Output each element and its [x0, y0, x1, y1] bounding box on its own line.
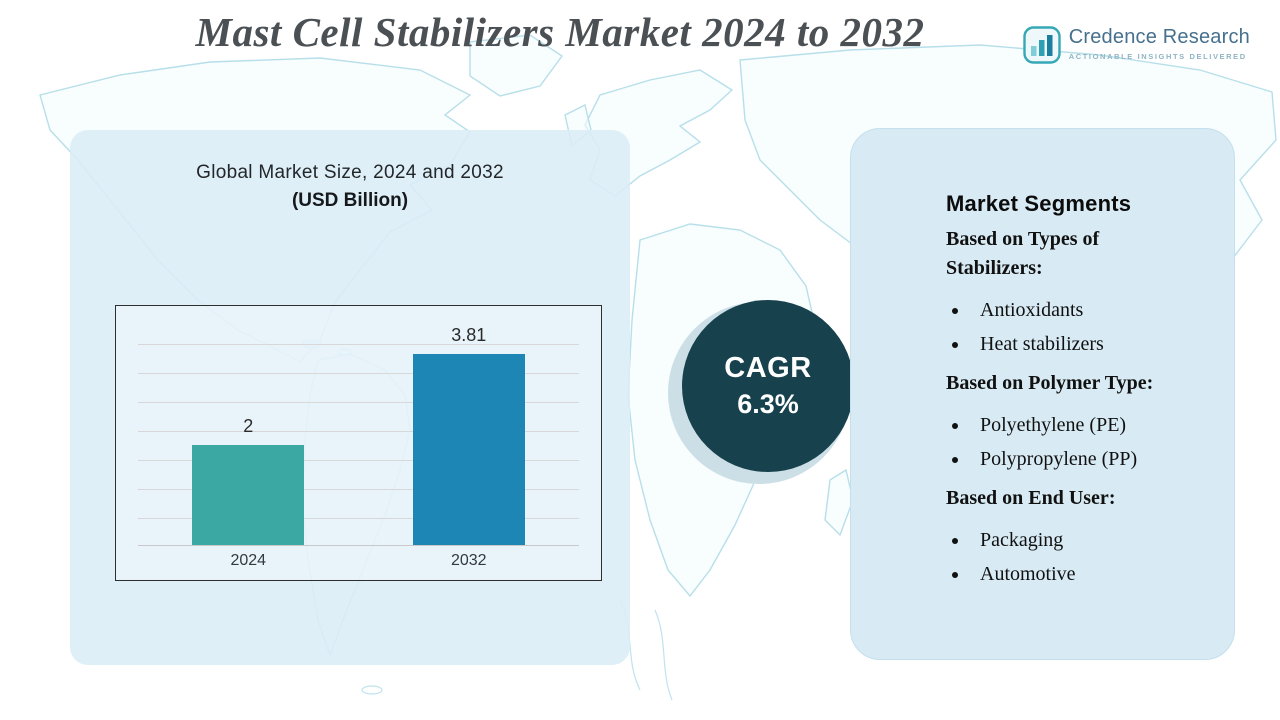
segment-list: Polyethylene (PE)Polypropylene (PP) — [946, 408, 1194, 476]
bar-2024 — [192, 445, 305, 545]
segment-group-title: Based on Polymer Type: — [946, 372, 1154, 394]
bar-2032 — [412, 354, 525, 545]
segment-group-title: Based on Types of Stabilizers: — [946, 228, 1100, 279]
map-greenland — [469, 34, 564, 97]
market-size-panel: Global Market Size, 2024 and 2032 (USD B… — [70, 130, 630, 665]
bar-value-label: 3.81 — [451, 325, 487, 345]
cagr-label: CAGR — [724, 352, 812, 384]
bar-column: 3.81 2032 — [412, 316, 525, 569]
bar-category-label: 2024 — [230, 552, 267, 569]
bar-value-label: 2 — [243, 416, 254, 436]
map-island — [361, 685, 383, 695]
bar-chart: 2 2024 3.81 2032 — [115, 305, 602, 581]
segments-heading: Market Segments — [946, 191, 1132, 216]
cagr-circle: CAGR 6.3% — [682, 300, 854, 472]
segment-groups: Based on Types of Stabilizers: Antioxidan… — [946, 225, 1194, 591]
map-madagascar — [824, 468, 854, 537]
segment-item: Polypropylene (PP) — [970, 442, 1194, 476]
segment-item: Packaging — [970, 523, 1194, 557]
segment-list: AntioxidantsHeat stabilizers — [946, 293, 1194, 361]
segment-item: Polyethylene (PE) — [970, 408, 1194, 442]
bar-chart-icon — [1023, 26, 1061, 64]
market-segments-panel: Market Segments Based on Types of Stabil… — [850, 128, 1235, 660]
segment-group-title: Based on End User: — [946, 487, 1116, 509]
segment-item: Heat stabilizers — [970, 327, 1194, 361]
segment-item: Antioxidants — [970, 293, 1194, 327]
chart-title: Global Market Size, 2024 and 2032 — [196, 162, 504, 183]
logo-name: Credence Research — [1068, 26, 1250, 48]
page-title: Mast Cell Stabilizers Market 2024 to 203… — [195, 9, 925, 55]
bar-category-label: 2032 — [450, 552, 487, 569]
cagr-badge: CAGR 6.3% — [668, 300, 864, 488]
bar-column: 2 2024 — [192, 316, 305, 569]
segment-list: PackagingAutomotive — [946, 523, 1194, 591]
bar-plot: 2 2024 3.81 2032 — [138, 316, 579, 569]
chart-subtitle: (USD Billion) — [291, 190, 409, 211]
cagr-value: 6.3% — [737, 389, 799, 419]
segment-item: Automotive — [970, 557, 1194, 591]
credence-research-logo: Credence Research Actionable Insights De… — [1023, 26, 1250, 64]
logo-tagline: Actionable Insights Delivered — [1068, 52, 1247, 61]
logo-text-block: Credence Research Actionable Insights De… — [1069, 26, 1250, 61]
